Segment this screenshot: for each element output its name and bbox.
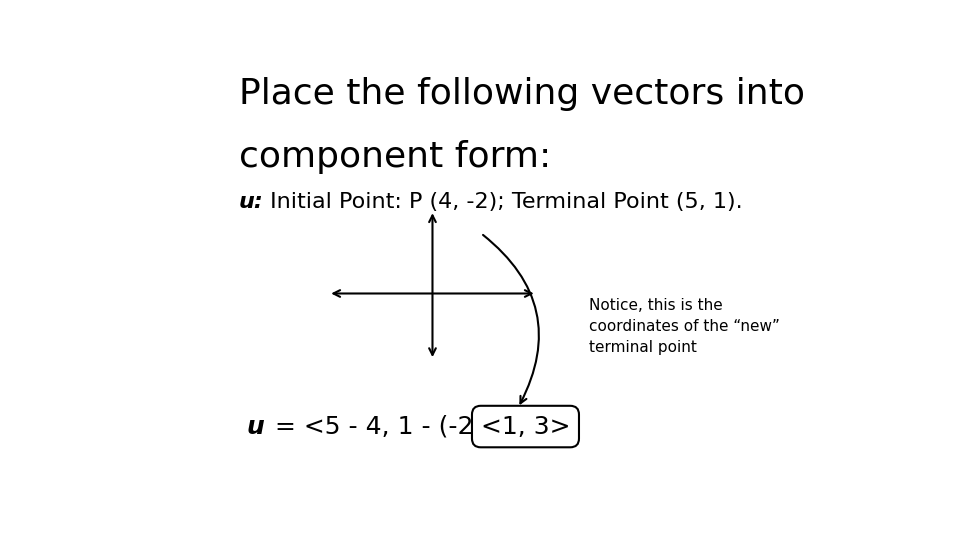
Text: u:: u:	[239, 192, 264, 212]
Text: Notice, this is the
coordinates of the “new”
terminal point: Notice, this is the coordinates of the “…	[588, 298, 780, 355]
Text: component form:: component form:	[239, 140, 551, 174]
Text: Initial Point: P (4, -2); Terminal Point (5, 1).: Initial Point: P (4, -2); Terminal Point…	[263, 192, 742, 212]
Text: Place the following vectors into: Place the following vectors into	[239, 77, 805, 111]
Text: <1, 3>: <1, 3>	[481, 415, 570, 438]
Text: u: u	[247, 415, 264, 438]
Text: = <5 - 4, 1 - (-2)> =: = <5 - 4, 1 - (-2)> =	[267, 415, 540, 438]
